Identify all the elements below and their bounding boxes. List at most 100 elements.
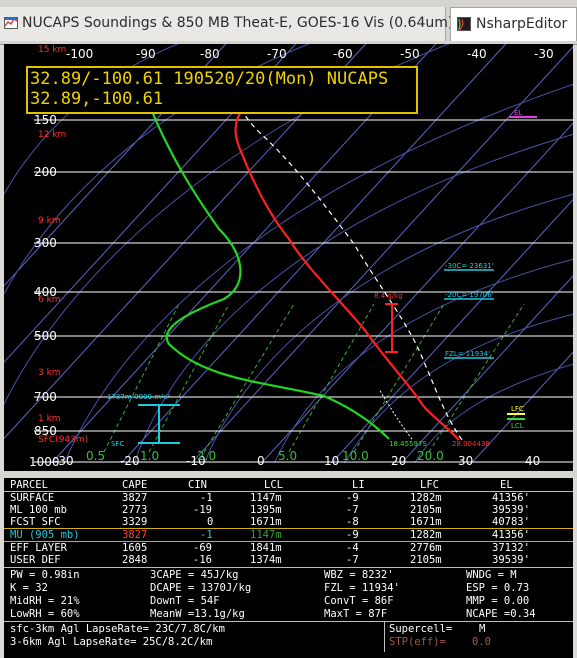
isobar-lines: [34, 119, 573, 463]
sfc3km-lapse-rate: sfc-3km Agl LapseRate= 23C/7.8C/km: [10, 623, 225, 635]
bottom-temp-label: 0: [257, 454, 265, 468]
parcel-lfc: 1282m: [410, 529, 442, 541]
wbz-value: WBZ = 8232': [324, 569, 394, 581]
parcel-lcl: 1147m: [250, 529, 282, 541]
map-view-icon: [4, 17, 18, 29]
k-index-value: K = 32: [10, 582, 48, 594]
parcel-row[interactable]: EFF LAYER 1605 -69 1841m -4 2776m 37132': [4, 542, 573, 554]
lcl-label: LCL: [511, 422, 524, 430]
pressure-label: 200: [34, 165, 57, 179]
ncape-value: NCAPE =0.34: [466, 608, 536, 620]
top-temp-label: -30: [534, 47, 554, 61]
parcel-lfc: 2776m: [410, 542, 442, 554]
parcel-cin: -19: [193, 504, 212, 516]
bottom-temp-label: 30: [458, 454, 473, 468]
tab-nucaps-map-label: NUCAPS Soundings & 850 MB Theat-E, GOES-…: [22, 15, 454, 31]
pw-value: PW = 0.98in: [10, 569, 80, 581]
stp-value: 0.0: [472, 636, 491, 648]
parcel-lfc: 2105m: [410, 504, 442, 516]
parcel-cape: 3329: [122, 516, 148, 528]
parcel-name: SURFACE: [10, 492, 55, 504]
parcel-row[interactable]: ML 100 mb 2773 -19 1395m -7 2105m 39539': [4, 504, 573, 516]
maxt-value: MaxT = 87F: [324, 608, 388, 620]
parcel-lcl: 1841m: [250, 542, 282, 554]
top-temp-label: -40: [467, 47, 487, 61]
parcel-cape: 2773: [122, 504, 148, 516]
3cape-value: 3CAPE = 45J/kg: [150, 569, 239, 581]
dewpoint-trace: [147, 103, 390, 440]
pressure-label: 850: [34, 424, 57, 438]
hail-growth-label: 8.4 g/kg: [374, 292, 403, 300]
pressure-label: 400: [34, 285, 57, 299]
col-header-cin: CIN: [188, 479, 207, 491]
parcel-name: ML 100 mb: [10, 504, 67, 516]
bottom-temp-label: 10: [324, 454, 339, 468]
tab-nucaps-map[interactable]: NUCAPS Soundings & 850 MB Theat-E, GOES-…: [0, 7, 453, 41]
parcel-cin: -1: [200, 492, 213, 504]
height-label: 1 km: [38, 414, 61, 424]
divider: [384, 622, 385, 652]
parcel-row[interactable]: SURFACE 3827 -1 1147m -9 1282m 41356': [4, 492, 573, 504]
parcel-cape: 3827: [122, 492, 148, 504]
mixing-ratio-label: 2.0: [197, 449, 216, 463]
sounding-header-line1: 32.89/-100.61 190520/20(Mon) NUCAPS: [30, 69, 389, 89]
sfc-marker-label: SFC: [111, 440, 124, 448]
top-temp-label: -100: [66, 47, 93, 61]
parcel-lfc: 1282m: [410, 492, 442, 504]
tab-nsharp-editor[interactable]: NsharpEditor: [450, 7, 577, 41]
parcel-li: -4: [346, 542, 359, 554]
mixing-ratio-label: 10.0: [342, 449, 369, 463]
downt-value: DownT = 54F: [150, 595, 220, 607]
fzl-value: FZL = 11934': [324, 582, 400, 594]
skewt-plot[interactable]: -100 -90 -80 -70 -60 -50 -40 -30 -30 -20…: [4, 44, 573, 471]
height-label: 3 km: [38, 368, 61, 378]
mixing-ratio-label: 20.0: [417, 449, 444, 463]
parcel-lcl: 1374m: [250, 554, 282, 566]
parcel-cin: -69: [193, 542, 212, 554]
dcape-value: DCAPE = 1370J/kg: [150, 582, 252, 594]
parcel-cin: -1: [200, 529, 213, 541]
parcel-cape: 1605: [122, 542, 148, 554]
index-row: MidRH = 21% DownT = 54F ConvT = 86F MMP …: [4, 595, 573, 607]
bottom-temp-label: -30: [54, 454, 74, 468]
parcel-name: USER DEF: [10, 554, 61, 566]
parcel-li: -8: [346, 516, 359, 528]
parcel-li: -9: [346, 492, 359, 504]
height-label: 15 km: [38, 45, 66, 55]
top-temp-label: -70: [267, 47, 287, 61]
sounding-data-panel: PARCEL CAPE CIN LCL LI LFC EL SURFACE 38…: [4, 478, 573, 658]
parcel-el: 39539': [492, 554, 530, 566]
pressure-label: 1000: [29, 455, 60, 469]
lapse-row: sfc-3km Agl LapseRate= 23C/7.8C/km Super…: [4, 623, 573, 635]
parcel-row-selected[interactable]: MU (905 mb) 3827 -1 1147m -9 1282m 41356…: [4, 528, 573, 542]
temperature-trace: [234, 105, 460, 441]
divider: [4, 567, 573, 568]
el-label: EL: [514, 109, 522, 117]
parcel-el: 37132': [492, 542, 530, 554]
meanw-value: MeanW =13.1g/kg: [150, 608, 245, 620]
fzl-label: FZL= 11934': [445, 350, 490, 358]
bottom-temp-label: 20: [391, 454, 406, 468]
parcel-li: -9: [346, 529, 359, 541]
effective-layer-marker: [138, 404, 180, 444]
parcel-li: -7: [346, 504, 359, 516]
parcel-cin: 0: [207, 516, 214, 528]
parcel-row[interactable]: FCST SFC 3329 0 1671m -8 1671m 40783': [4, 516, 573, 528]
height-label: 6 km: [38, 295, 61, 305]
col-header-lcl: LCL: [264, 479, 283, 491]
parcel-el: 41356': [492, 492, 530, 504]
editor-tab-bar: NUCAPS Soundings & 850 MB Theat-E, GOES-…: [0, 0, 577, 45]
mmp-value: MMP = 0.00: [466, 595, 530, 607]
parcel-cin: -16: [193, 554, 212, 566]
top-temp-label: -60: [333, 47, 353, 61]
effective-layer-label: 1737m-9999 m²s²: [107, 393, 170, 401]
col-header-el: EL: [500, 479, 513, 491]
midrh-value: MidRH = 21%: [10, 595, 80, 607]
bottom-temp-label: 40: [525, 454, 540, 468]
parcel-row[interactable]: USER DEF 2848 -16 1374m -7 2105m 39539': [4, 554, 573, 566]
parcel-trace: [238, 105, 463, 441]
height-label: 12 km: [38, 130, 66, 140]
height-label: 9 km: [38, 216, 61, 226]
wndg-value: WNDG = M: [466, 569, 517, 581]
mixing-ratio-lines: [103, 303, 525, 453]
